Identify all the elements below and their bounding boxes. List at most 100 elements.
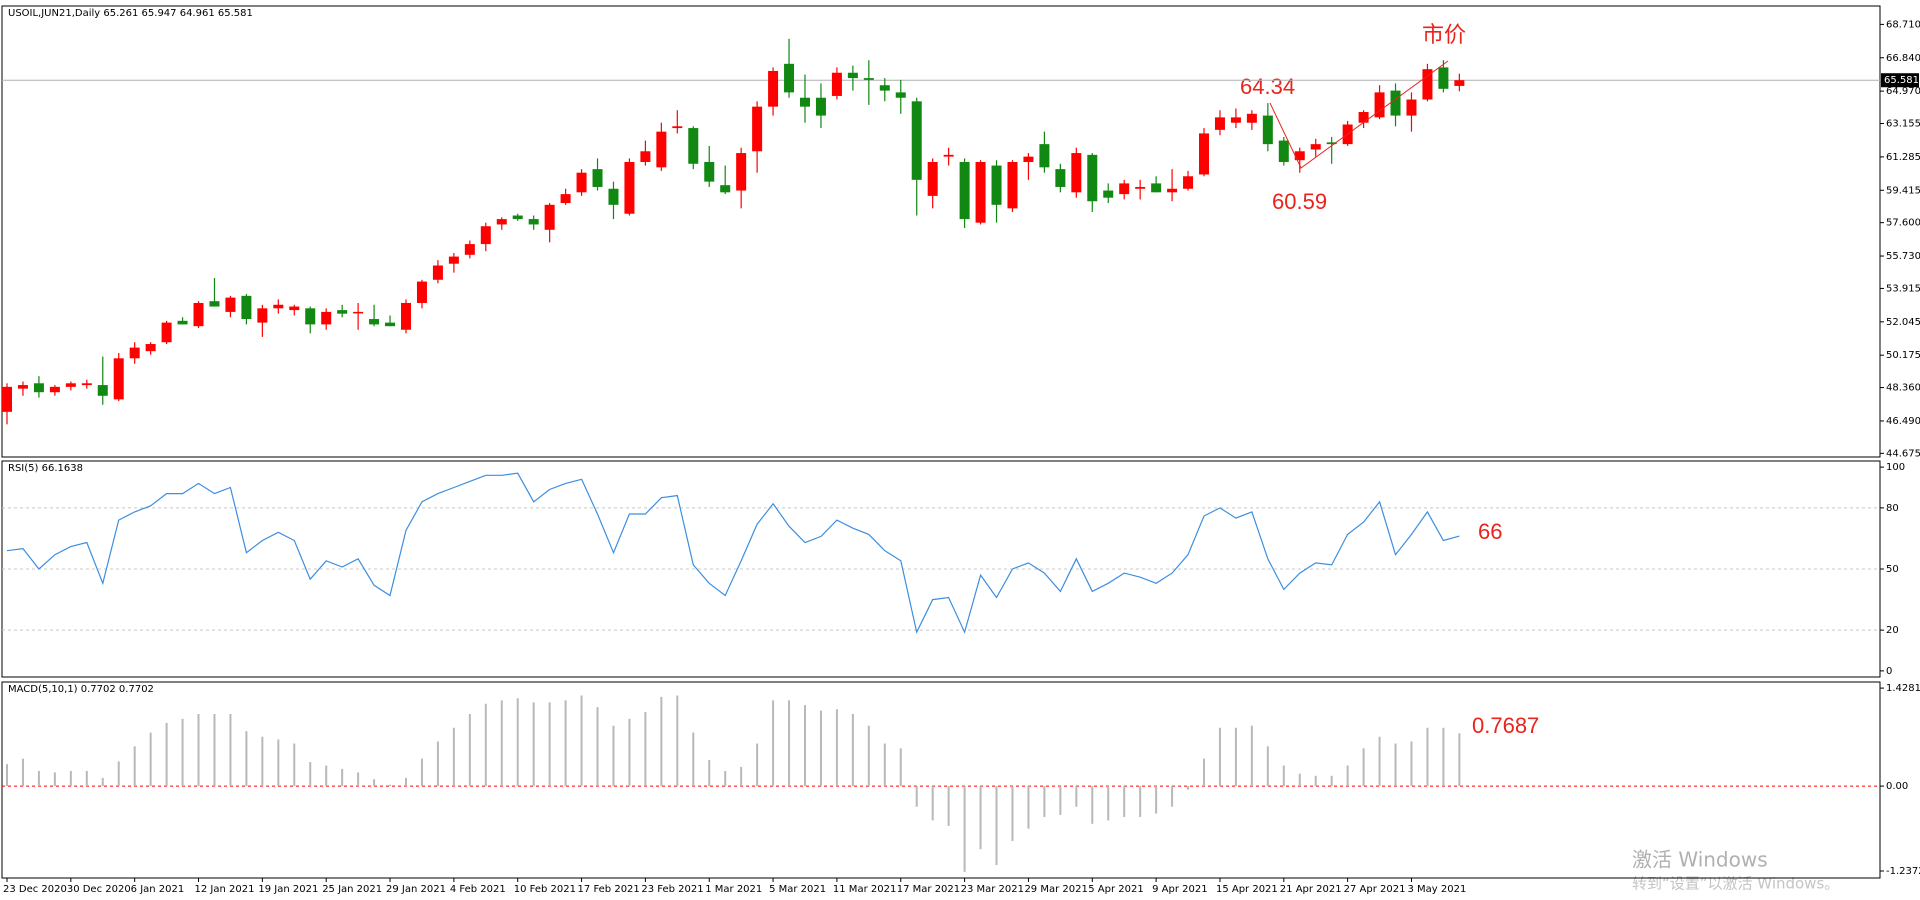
candle-body <box>1406 99 1417 116</box>
candle-body <box>1310 144 1321 150</box>
x-tick-label: 9 Apr 2021 <box>1152 884 1207 895</box>
panel-title: RSI(5) 66.1638 <box>8 463 83 474</box>
candle-body <box>1039 144 1050 168</box>
annotation: 60.59 <box>1272 189 1327 214</box>
candle-body <box>1294 151 1305 161</box>
candle-body <box>496 219 507 225</box>
current-price-label: 65.581 <box>1884 75 1919 86</box>
y-tick-label: 20 <box>1886 625 1899 636</box>
candle-body <box>1151 183 1162 193</box>
candle-body <box>1246 113 1257 123</box>
y-tick-label: 44.675 <box>1886 448 1920 459</box>
candle-body <box>337 310 348 314</box>
x-tick-label: 1 Mar 2021 <box>705 884 762 895</box>
candle-body <box>1358 112 1369 123</box>
candle-body <box>704 161 715 182</box>
candle-body <box>193 302 204 327</box>
x-tick-label: 10 Feb 2021 <box>514 884 576 895</box>
candle-body <box>895 92 906 98</box>
candle-body <box>480 226 491 245</box>
watermark-title: 激活 Windows <box>1632 848 1768 872</box>
candle-body <box>927 161 938 196</box>
x-tick-label: 23 Mar 2021 <box>961 884 1024 895</box>
candle-body <box>2 386 12 412</box>
x-tick-label: 5 Apr 2021 <box>1088 884 1143 895</box>
x-tick-label: 4 Feb 2021 <box>450 884 506 895</box>
candle-body <box>81 383 92 386</box>
y-tick-label: 100 <box>1886 462 1905 473</box>
candle-body <box>145 344 156 352</box>
y-tick-label: -1.2372 <box>1886 866 1920 877</box>
panel-title: MACD(5,10,1) 0.7702 0.7702 <box>8 684 154 695</box>
candle-body <box>1119 183 1130 195</box>
x-tick-label: 23 Dec 2020 <box>3 884 67 895</box>
x-tick-label: 21 Apr 2021 <box>1280 884 1342 895</box>
candle-body <box>1390 90 1401 116</box>
panel-title: USOIL,JUN21,Daily 65.261 65.947 64.961 6… <box>8 8 253 19</box>
candle-body <box>448 256 459 264</box>
candle-body <box>113 358 124 400</box>
panel-border <box>1 5 1881 458</box>
candle-body <box>177 320 188 325</box>
y-tick-label: 63.155 <box>1886 119 1920 130</box>
candle-body <box>943 154 954 157</box>
annotation: 64.34 <box>1240 74 1295 99</box>
candle-body <box>225 297 236 312</box>
x-tick-label: 23 Feb 2021 <box>641 884 703 895</box>
candle-body <box>688 128 699 164</box>
candle-body <box>369 319 380 325</box>
candle-body <box>305 308 316 325</box>
candle-body <box>768 70 779 107</box>
candle-body <box>97 385 108 396</box>
annotation: 66 <box>1478 519 1502 544</box>
annotation: 市价 <box>1422 22 1466 47</box>
candle-body <box>321 311 332 325</box>
candle-body <box>544 204 555 230</box>
x-tick-label: 29 Jan 2021 <box>386 884 446 895</box>
x-tick-label: 11 Mar 2021 <box>833 884 896 895</box>
candle-body <box>257 308 268 323</box>
candle-body <box>1103 190 1114 198</box>
rsi-line <box>6 472 1460 634</box>
candle-body <box>592 169 603 187</box>
candle-body <box>129 347 140 359</box>
candle-body <box>49 386 60 393</box>
annotation: 0.7687 <box>1472 713 1539 738</box>
candle-body <box>1374 92 1385 118</box>
candle-body <box>1167 188 1178 193</box>
candle-body <box>1023 156 1034 162</box>
candle-body <box>528 219 539 225</box>
y-tick-label: 53.915 <box>1886 283 1920 294</box>
candle-body <box>1262 115 1273 145</box>
y-tick-label: 66.840 <box>1886 53 1920 64</box>
panel-border <box>1 681 1881 879</box>
candle-body <box>464 244 475 255</box>
y-tick-label: 59.415 <box>1886 185 1920 196</box>
candle-body <box>975 161 986 223</box>
x-tick-label: 17 Mar 2021 <box>897 884 960 895</box>
candle-body <box>576 172 587 193</box>
x-tick-label: 12 Jan 2021 <box>195 884 255 895</box>
y-tick-label: 80 <box>1886 503 1899 514</box>
x-tick-label: 6 Jan 2021 <box>131 884 185 895</box>
x-tick-label: 30 Dec 2020 <box>67 884 131 895</box>
candle-body <box>1183 176 1194 189</box>
y-tick-label: 68.710 <box>1886 19 1920 30</box>
candle-body <box>1087 154 1098 202</box>
candle-body <box>1438 67 1449 89</box>
candle-body <box>815 97 826 116</box>
candle-body <box>432 265 443 280</box>
y-tick-label: 0.00 <box>1886 781 1908 792</box>
candle-body <box>752 106 763 152</box>
candle-body <box>385 322 396 327</box>
x-tick-label: 19 Jan 2021 <box>258 884 318 895</box>
candle-body <box>401 302 411 330</box>
candle-body <box>991 165 1002 205</box>
candle-body <box>831 72 842 96</box>
candle-body <box>289 306 300 311</box>
candle-body <box>161 322 172 343</box>
y-tick-label: 57.600 <box>1886 218 1920 229</box>
